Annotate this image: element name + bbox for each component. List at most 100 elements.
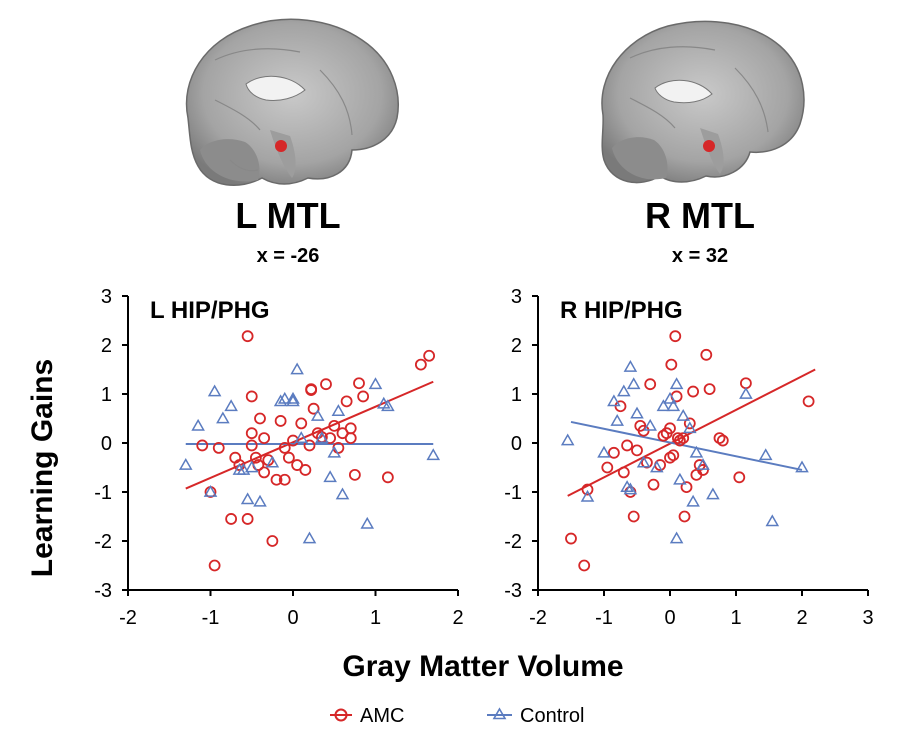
data-point-control bbox=[368, 377, 383, 390]
data-point-control bbox=[765, 514, 780, 527]
data-point-control bbox=[597, 445, 611, 458]
data-point-control bbox=[335, 487, 350, 500]
data-point-control bbox=[706, 487, 720, 500]
data-point-amc bbox=[627, 510, 640, 523]
x-tick-label: -1 bbox=[595, 607, 613, 629]
data-point-amc bbox=[637, 424, 650, 437]
data-point-amc bbox=[274, 415, 287, 427]
data-point-control bbox=[663, 391, 677, 404]
data-point-amc bbox=[678, 510, 691, 523]
data-point-control bbox=[323, 470, 337, 483]
data-point-amc bbox=[212, 441, 225, 454]
data-point-amc bbox=[674, 434, 686, 447]
data-point-amc bbox=[299, 464, 312, 476]
data-point-amc bbox=[664, 422, 676, 435]
data-point-amc bbox=[565, 532, 577, 545]
data-point-control bbox=[290, 362, 304, 375]
data-point-amc bbox=[278, 441, 291, 454]
data-point-control bbox=[203, 484, 218, 497]
data-point-control bbox=[656, 399, 671, 412]
data-point-control bbox=[623, 360, 638, 372]
data-point-amc bbox=[278, 473, 291, 486]
data-point-amc bbox=[305, 384, 318, 396]
data-point-control bbox=[758, 448, 773, 461]
brain-coord-left: x = -26 bbox=[257, 245, 320, 267]
brain-image-left bbox=[185, 18, 399, 186]
fit-line-amc bbox=[185, 380, 434, 490]
data-point-amc bbox=[667, 449, 680, 462]
data-point-amc bbox=[802, 395, 815, 408]
data-point-amc bbox=[320, 378, 332, 391]
data-point-control bbox=[381, 399, 395, 412]
y-tick-label: -1 bbox=[94, 482, 112, 504]
legend-label-amc: AMC bbox=[360, 705, 404, 727]
data-point-amc bbox=[270, 473, 283, 486]
data-point-amc bbox=[578, 559, 591, 572]
data-point-control bbox=[302, 531, 317, 544]
data-point-amc bbox=[241, 513, 254, 525]
data-point-control bbox=[273, 394, 288, 407]
data-point-amc bbox=[245, 427, 258, 440]
data-point-amc bbox=[340, 395, 353, 408]
brain-coord-right: x = 32 bbox=[672, 245, 728, 267]
x-tick-label: 3 bbox=[862, 607, 873, 629]
data-point-amc bbox=[740, 377, 752, 390]
data-point-control bbox=[626, 377, 641, 390]
data-point-control bbox=[636, 455, 651, 468]
data-point-amc bbox=[208, 559, 221, 572]
data-point-amc bbox=[229, 451, 242, 464]
data-point-control bbox=[683, 421, 697, 434]
y-tick-label: 3 bbox=[101, 286, 112, 308]
data-point-amc bbox=[683, 417, 696, 430]
data-point-control bbox=[277, 391, 292, 404]
y-tick-label: -2 bbox=[94, 531, 112, 553]
y-tick-label: 3 bbox=[511, 286, 522, 308]
data-point-control bbox=[580, 489, 595, 502]
legend-item-amc: AMC bbox=[330, 705, 404, 727]
y-tick-label: 0 bbox=[101, 433, 112, 455]
legend: AMC Control bbox=[330, 705, 584, 727]
data-point-control bbox=[643, 418, 657, 431]
data-point-control bbox=[610, 413, 624, 426]
data-point-amc bbox=[423, 349, 436, 362]
data-point-control bbox=[286, 394, 300, 407]
data-point-control bbox=[253, 494, 267, 507]
x-tick-label: 0 bbox=[664, 607, 675, 629]
data-point-control bbox=[327, 445, 342, 458]
data-point-control bbox=[739, 386, 753, 399]
data-point-control bbox=[795, 460, 809, 473]
data-point-amc bbox=[266, 535, 279, 547]
data-point-amc bbox=[669, 330, 682, 343]
data-point-amc bbox=[608, 446, 620, 459]
data-point-control bbox=[232, 462, 247, 475]
data-point-control bbox=[315, 431, 329, 443]
data-point-amc bbox=[357, 390, 370, 403]
x-tick-label: 2 bbox=[452, 607, 463, 629]
data-point-amc bbox=[258, 466, 271, 479]
data-point-control bbox=[265, 455, 280, 468]
data-point-amc bbox=[353, 377, 365, 390]
data-point-amc bbox=[617, 466, 630, 479]
data-point-control bbox=[224, 399, 238, 412]
data-point-amc bbox=[733, 471, 746, 484]
data-point-control bbox=[686, 494, 700, 507]
data-point-amc bbox=[348, 468, 361, 481]
data-point-control bbox=[689, 445, 704, 458]
data-point-amc bbox=[241, 330, 254, 343]
data-point-control bbox=[650, 460, 664, 473]
x-tick-label: -2 bbox=[119, 607, 137, 629]
y-tick-label: 1 bbox=[511, 384, 522, 406]
data-point-control bbox=[331, 404, 346, 417]
data-point-amc bbox=[687, 385, 699, 398]
data-point-control bbox=[607, 394, 621, 407]
fit-line-control bbox=[570, 420, 803, 471]
x-tick-label: 0 bbox=[287, 607, 298, 629]
y-tick-label: 1 bbox=[101, 384, 112, 406]
data-point-amc bbox=[680, 481, 693, 494]
data-point-control bbox=[244, 460, 259, 473]
data-point-amc bbox=[665, 358, 678, 371]
legend-item-control: Control bbox=[487, 705, 584, 727]
y-tick-label: 2 bbox=[511, 335, 522, 357]
data-point-control bbox=[216, 411, 230, 424]
data-point-amc bbox=[716, 434, 729, 447]
